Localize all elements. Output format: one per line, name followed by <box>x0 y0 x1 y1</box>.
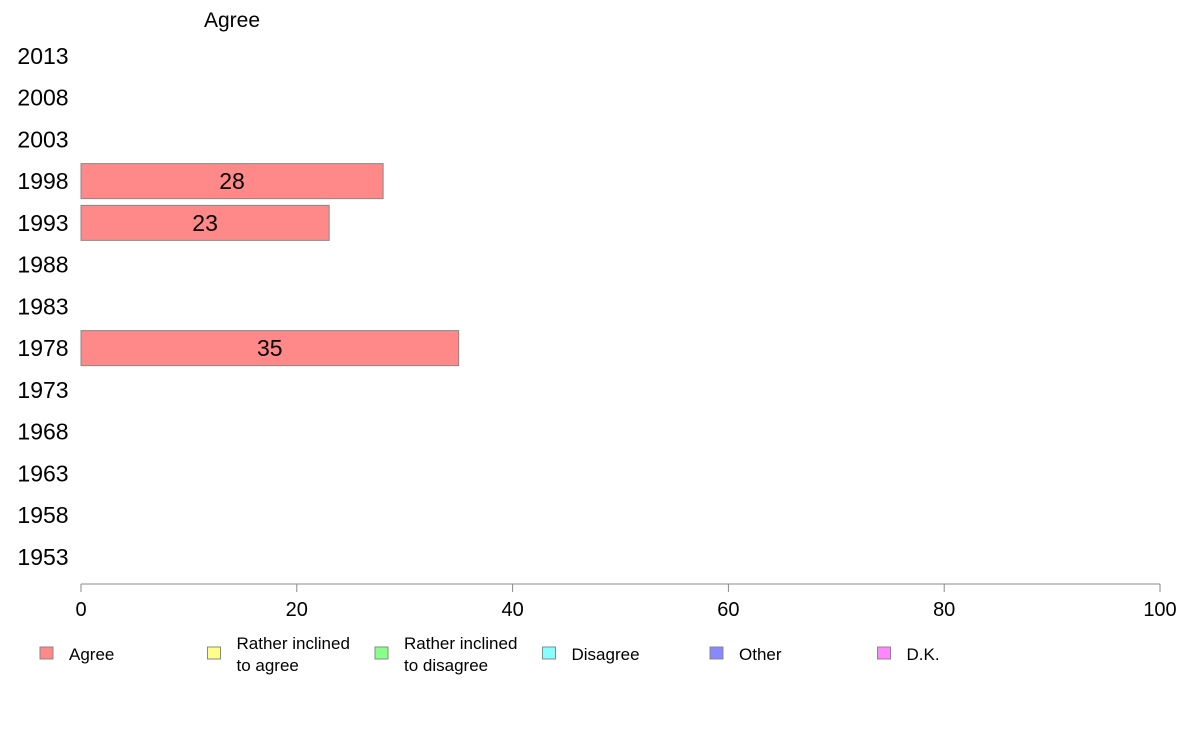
data-label-1998: 28 <box>219 168 245 194</box>
y-tick-label-1993: 1993 <box>17 210 68 236</box>
x-tick-label-40: 40 <box>501 599 523 621</box>
legend-label-5-0: D.K. <box>907 645 940 664</box>
legend-label-2-1: to disagree <box>404 656 488 675</box>
legend-label-0-0: Agree <box>69 645 114 664</box>
data-label-1993: 23 <box>192 210 218 236</box>
y-tick-label-1988: 1988 <box>17 252 68 278</box>
x-tick-label-60: 60 <box>717 599 739 621</box>
legend-label-2-0: Rather inclined <box>404 634 517 653</box>
x-tick-label-20: 20 <box>286 599 308 621</box>
y-tick-label-2008: 2008 <box>17 85 68 111</box>
legend-swatch-4 <box>709 646 724 660</box>
legend-swatch-1 <box>207 646 221 660</box>
y-tick-label-2003: 2003 <box>17 126 68 152</box>
y-tick-label-1963: 1963 <box>17 460 68 486</box>
y-tick-label-2013: 2013 <box>17 43 68 69</box>
legend-swatch-0 <box>39 646 54 660</box>
bar-1978 <box>80 330 460 367</box>
x-tick-label-100: 100 <box>1143 599 1176 621</box>
legend-swatch-3 <box>542 646 556 660</box>
x-tick-label-80: 80 <box>933 599 955 621</box>
y-tick-labels: 2013 2008 2003 1998 1993 1988 1983 1978 1973 1968… <box>17 43 68 570</box>
bar-1998 <box>80 163 384 200</box>
y-tick-label-1978: 1978 <box>17 335 68 361</box>
data-label-1978: 35 <box>257 335 283 361</box>
bar-1993 <box>80 204 330 241</box>
y-tick-label-1958: 1958 <box>17 502 68 528</box>
legend-item-2: Rather inclined to disagree <box>374 634 517 675</box>
x-tick-label-0: 0 <box>75 599 86 621</box>
y-tick-label-1968: 1968 <box>17 419 68 445</box>
legend-item-3: Disagree <box>542 645 640 664</box>
legend-swatch-5 <box>877 646 891 660</box>
x-axis: 0 20 40 60 80 100 <box>75 583 1177 621</box>
y-tick-label-1973: 1973 <box>17 377 68 403</box>
y-tick-label-1953: 1953 <box>17 544 68 570</box>
legend-label-1-1: to agree <box>237 656 299 675</box>
legend-item-1: Rather inclined to agree <box>207 634 350 675</box>
legend-item-4: Other <box>709 645 782 664</box>
legend-item-5: D.K. <box>877 645 940 664</box>
y-tick-label-1998: 1998 <box>17 168 68 194</box>
y-tick-label-1983: 1983 <box>17 293 68 319</box>
legend-label-1-0: Rather inclined <box>237 634 350 653</box>
legend-label-3-0: Disagree <box>572 645 640 664</box>
chart-title: Agree <box>204 9 260 32</box>
legend-label-4-0: Other <box>739 645 782 664</box>
legend-swatch-2 <box>374 646 389 660</box>
legend-item-0: Agree <box>39 645 114 664</box>
